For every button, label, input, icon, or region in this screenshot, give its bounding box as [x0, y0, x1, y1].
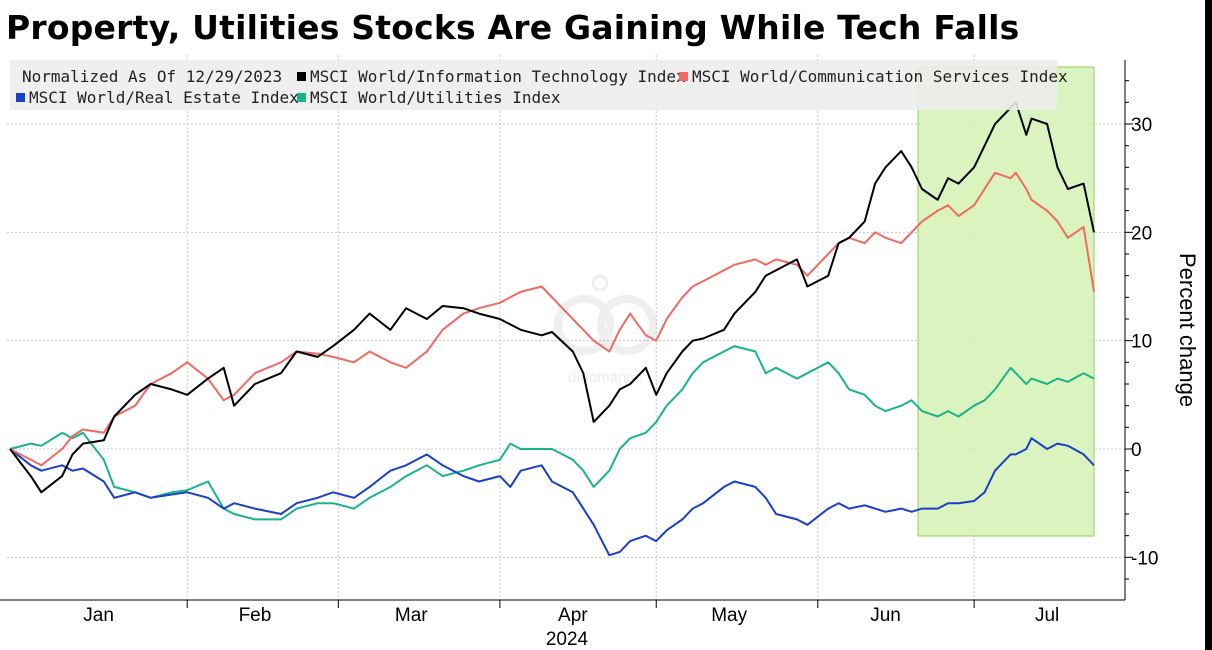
x-tick-label: Apr: [558, 605, 588, 626]
series-line-msci-world-information-technology-index: [9, 101, 1095, 494]
legend-note: Normalized As Of 12/29/2023: [22, 67, 282, 86]
axes: -10 0 10 20 30 Jan Feb Mar Apr May Jun Jul 2024 Perce…: [0, 60, 1200, 650]
x-year-label: 2024: [546, 629, 589, 650]
watermark-text: dìdomanoc: [568, 369, 643, 386]
x-tick-label: Feb: [239, 605, 272, 626]
legend-swatch: [679, 72, 688, 81]
legend-label: MSCI World/Real Estate Index: [29, 88, 299, 107]
x-tick-label: Mar: [395, 605, 428, 626]
y-tick-label: 0: [1131, 440, 1142, 461]
highlight-band: [917, 66, 1095, 537]
x-tick-label: Jun: [870, 605, 901, 626]
series-line-msci-world-communication-services-index: [9, 171, 1095, 467]
chart-title: Property, Utilities Stocks Are Gaining W…: [6, 8, 1020, 47]
y-tick-label: -10: [1131, 548, 1158, 569]
x-tick-label: Jul: [1035, 605, 1059, 626]
y-axis-label: Percent change: [1175, 253, 1200, 407]
legend-swatch: [297, 93, 306, 102]
series-line-msci-world-utilities-index: [9, 345, 1095, 521]
watermark-logo: dìdomanoc: [554, 274, 657, 386]
watermark-ring-left: [554, 295, 614, 355]
y-tick-label: 30: [1131, 115, 1152, 136]
legend-label: MSCI World/Information Technology Index: [310, 67, 686, 86]
legend: Normalized As Of 12/29/2023 MSCI World/I…: [16, 67, 1068, 107]
legend-label: MSCI World/Utilities Index: [310, 88, 561, 107]
legend-box: [10, 60, 1057, 110]
y-tick-label: 20: [1131, 223, 1152, 244]
frame-border: [1205, 0, 1212, 650]
legend-swatch: [16, 93, 25, 102]
x-tick-label: Jan: [83, 605, 114, 626]
watermark-ring-right: [597, 295, 657, 355]
legend-swatch: [297, 72, 306, 81]
series-line-msci-world-real-estate-index: [9, 437, 1095, 557]
x-tick-label: May: [711, 605, 747, 626]
series-lines: [9, 101, 1095, 557]
watermark-dot: [591, 274, 609, 292]
y-tick-label: 10: [1131, 332, 1152, 353]
legend-label: MSCI World/Communication Services Index: [692, 67, 1068, 86]
